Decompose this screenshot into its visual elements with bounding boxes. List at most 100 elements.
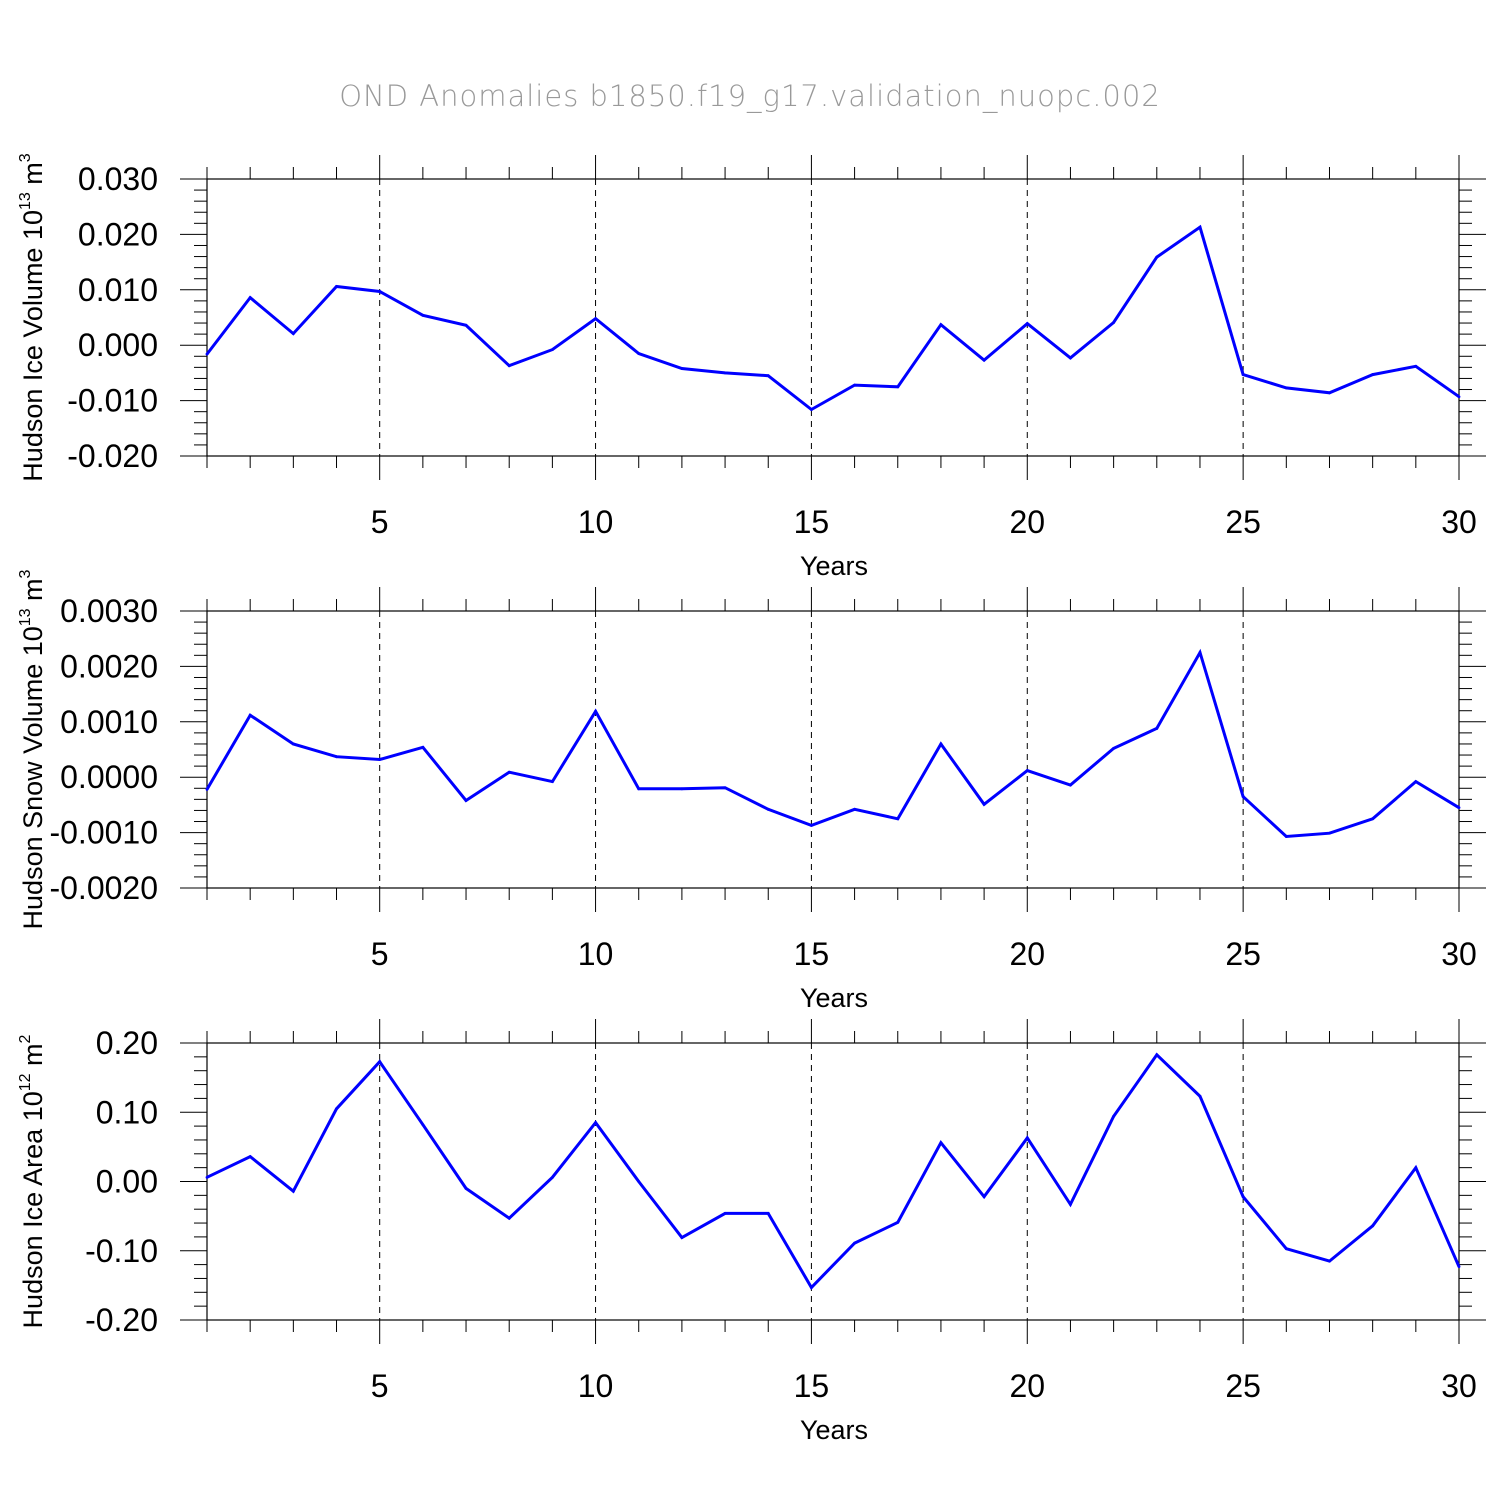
- data-point: [810, 1286, 813, 1289]
- x-tick-label: 30: [1441, 936, 1477, 972]
- data-point: [853, 1241, 856, 1245]
- data-point: [637, 1180, 641, 1183]
- data-point: [335, 755, 338, 759]
- y-tick-label: -0.0010: [49, 815, 158, 851]
- y-axis-label: Hudson Snow Volume 1013 m3: [17, 569, 48, 929]
- data-point: [1069, 356, 1072, 360]
- x-axis-label: Years: [800, 983, 868, 1013]
- data-point: [982, 802, 986, 806]
- data-point: [1025, 769, 1029, 772]
- data-point: [1414, 780, 1418, 784]
- y-axis-unit-exponent: 3: [17, 153, 34, 162]
- data-point: [982, 358, 986, 362]
- data-point: [378, 758, 382, 761]
- data-point: [766, 1211, 770, 1215]
- data-point: [637, 787, 641, 791]
- panel-ice-area: 5 10 15 20 25 30 -0.20 -0.10 0.00 0.10 0.20 Years Hu…: [17, 1019, 1486, 1445]
- data-point: [939, 742, 943, 746]
- data-point: [810, 408, 813, 411]
- data-point: [421, 1123, 425, 1127]
- x-tick-label: 15: [794, 504, 830, 540]
- y-tick-label: -0.020: [67, 438, 158, 474]
- x-tick-label: 20: [1009, 936, 1045, 972]
- y-axis-label-text: Hudson Ice Volume: [18, 248, 48, 482]
- data-point: [1155, 1053, 1159, 1057]
- y-tick-label: 0.000: [78, 327, 158, 363]
- data-point: [982, 1195, 986, 1199]
- x-tick-label: 5: [371, 936, 389, 972]
- data-point: [1112, 321, 1116, 324]
- y-tick-label: 0.0010: [60, 704, 158, 740]
- x-tick-label: 15: [794, 936, 830, 972]
- y-tick-label: -0.0020: [49, 870, 158, 906]
- data-point: [378, 290, 382, 293]
- data-point: [378, 1060, 382, 1064]
- y-axis-label-text: Hudson Ice Area: [18, 1128, 48, 1329]
- data-point: [853, 807, 856, 811]
- data-point: [1069, 1202, 1072, 1206]
- x-tick-label: 30: [1441, 504, 1477, 540]
- data-point: [637, 352, 641, 355]
- data-point: [1198, 225, 1202, 229]
- data-point: [507, 770, 511, 774]
- plot-frame: [206, 178, 1460, 457]
- panel-snow-volume: 5 10 15 20 25 30 -0.0020 -0.0010 0.0000 0.0010 0.0…: [17, 569, 1486, 1013]
- y-tick-label: 0.010: [78, 272, 158, 308]
- x-tick-label: 20: [1009, 1368, 1045, 1404]
- y-tick-label: 0.20: [96, 1025, 158, 1061]
- data-point: [550, 780, 554, 784]
- data-point: [939, 323, 943, 327]
- data-point: [507, 364, 511, 368]
- x-tick-label: 25: [1225, 504, 1261, 540]
- y-axis-label: Hudson Ice Volume 1013 m3: [17, 153, 48, 481]
- data-point: [1457, 806, 1461, 810]
- x-tick-label: 15: [794, 1368, 830, 1404]
- data-point: [1025, 1136, 1029, 1140]
- data-point: [853, 383, 856, 387]
- data-point: [464, 799, 468, 802]
- data-point: [421, 313, 425, 317]
- data-point: [1025, 322, 1029, 325]
- y-tick-label: -0.010: [67, 383, 158, 419]
- y-axis-unit: 10: [18, 626, 48, 664]
- data-point: [680, 787, 684, 791]
- x-tick-label: 10: [578, 1368, 614, 1404]
- data-point: [680, 367, 684, 370]
- y-axis-unit: m: [18, 1043, 48, 1073]
- y-tick-label: -0.10: [85, 1233, 158, 1269]
- data-point: [335, 285, 338, 288]
- data-point: [1198, 651, 1202, 654]
- y-tick-label: 0.10: [96, 1094, 158, 1130]
- data-point: [766, 374, 770, 378]
- y-axis-unit: m: [18, 162, 48, 192]
- data-point: [1155, 255, 1159, 259]
- y-axis-unit-exponent: 2: [17, 1034, 34, 1043]
- data-point: [723, 786, 727, 790]
- data-point: [594, 709, 597, 713]
- data-point: [594, 1121, 597, 1125]
- y-axis-unit: m: [18, 578, 48, 608]
- data-point: [1328, 391, 1331, 395]
- data-point: [507, 1216, 511, 1220]
- panels: 5 10 15 20 25 30-0.020-0.0100.0000.0100.0200.…: [17, 153, 1486, 1445]
- data-point: [810, 823, 813, 827]
- data-point: [248, 296, 252, 299]
- y-axis-unit: 10: [18, 210, 48, 248]
- x-tick-label: 30: [1441, 1368, 1477, 1404]
- data-point: [939, 1141, 943, 1145]
- y-tick-label: -0.20: [85, 1302, 158, 1338]
- data-point: [1112, 746, 1116, 750]
- data-point: [1371, 373, 1375, 376]
- x-tick-label: 10: [578, 936, 614, 972]
- y-tick-label: 0.0000: [60, 759, 158, 795]
- plot-frame: [206, 610, 1460, 889]
- data-point: [1414, 1166, 1418, 1170]
- data-point: [291, 742, 295, 746]
- data-point: [550, 348, 554, 352]
- data-point: [1284, 835, 1288, 838]
- data-point: [1069, 783, 1072, 787]
- data-point: [896, 817, 900, 821]
- data-point: [335, 1107, 338, 1111]
- x-tick-label: 10: [578, 504, 614, 540]
